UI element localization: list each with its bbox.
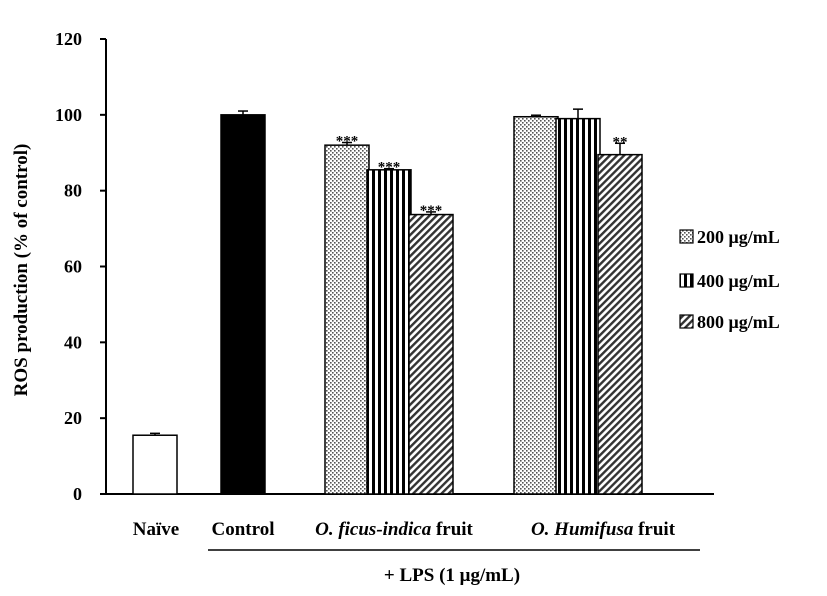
- y-tick-label: 0: [73, 484, 82, 504]
- category-label: O. ficus-indica fruit: [315, 519, 473, 540]
- y-tick-label: 100: [55, 105, 82, 125]
- legend-swatch-diagonal: [679, 314, 694, 329]
- legend-label: 400 μg/mL: [697, 271, 780, 291]
- y-ticks: 0 20 40 60 80 100 120: [55, 29, 106, 504]
- category-labels: Naïve Control O. ficus-indica fruit O. Humi…: [133, 519, 676, 540]
- bar-o-ficus-indica-fruit-400-g-ml: [366, 169, 412, 495]
- legend-label: 800 μg/mL: [697, 312, 780, 332]
- bar-o-humifusa-fruit-200-g-ml: [513, 115, 559, 495]
- legend-swatch-vertical: [679, 273, 694, 288]
- bar-na-ve: [132, 434, 178, 495]
- significance-marker: **: [613, 134, 628, 150]
- bars: ***********: [132, 108, 643, 495]
- y-tick-label: 80: [64, 181, 82, 201]
- y-axis-label: ROS production (% of control): [11, 144, 32, 397]
- legend-swatch-dots: [679, 229, 694, 244]
- legend-label: 200 μg/mL: [697, 227, 780, 247]
- significance-marker: ***: [420, 203, 443, 219]
- lps-group-label: + LPS (1 μg/mL): [384, 565, 520, 586]
- bar-o-ficus-indica-fruit-200-g-ml: [324, 144, 370, 495]
- legend: 200 μg/mL 400 μg/mL 800 μg/mL: [679, 227, 780, 332]
- bar-o-humifusa-fruit-800-g-ml: [597, 153, 643, 495]
- significance-marker: ***: [336, 134, 359, 150]
- bar-o-humifusa-fruit-400-g-ml: [555, 117, 601, 495]
- y-tick-label: 20: [64, 408, 82, 428]
- bar-control: [220, 114, 266, 495]
- category-label: Control: [212, 519, 275, 540]
- category-label: O. Humifusa fruit: [531, 519, 676, 540]
- y-tick-label: 60: [64, 257, 82, 277]
- significance-marker: ***: [378, 160, 401, 176]
- category-label: Naïve: [133, 519, 179, 540]
- y-tick-label: 120: [55, 29, 82, 49]
- y-tick-label: 40: [64, 332, 82, 352]
- bar-o-ficus-indica-fruit-800-g-ml: [408, 213, 454, 495]
